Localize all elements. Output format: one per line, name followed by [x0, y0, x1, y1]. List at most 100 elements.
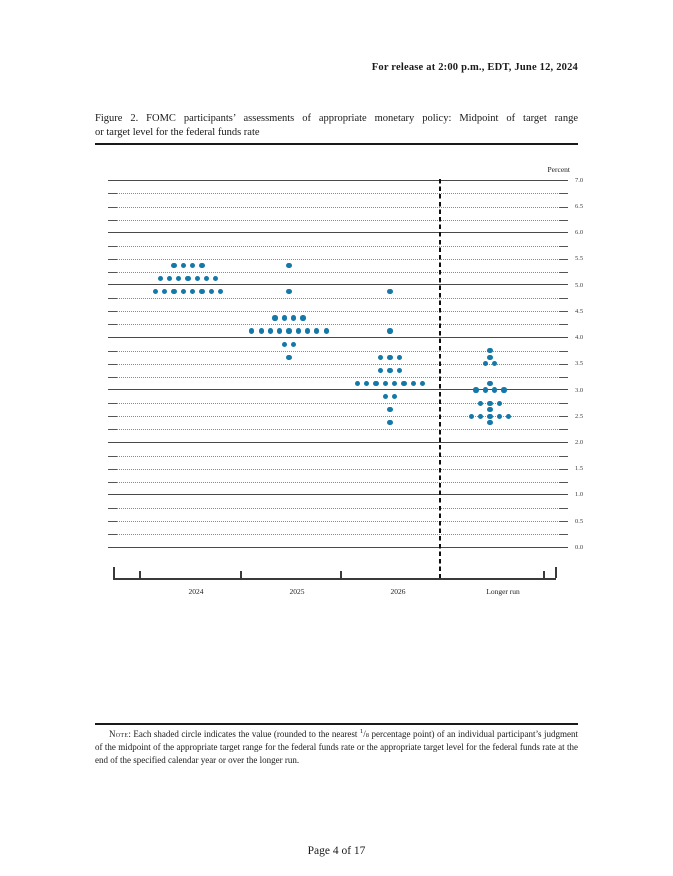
x-axis-tick	[340, 571, 342, 578]
gridline-left-tick	[108, 311, 117, 313]
gridline-right-tick	[559, 206, 568, 208]
gridline-solid	[108, 546, 568, 548]
gridline-left-tick	[108, 481, 117, 483]
gridline-right-tick	[559, 429, 568, 431]
gridline-dotted-segment	[108, 468, 568, 470]
participant-dot	[487, 413, 493, 419]
gridline-dotted-segment	[108, 298, 568, 300]
participant-dot	[180, 289, 186, 295]
y-tick-label: 4.0	[575, 334, 584, 342]
participant-dot	[286, 289, 292, 295]
gridline-right-tick	[559, 403, 568, 405]
participant-dot	[258, 328, 264, 334]
gridline-left-tick	[108, 272, 117, 274]
gridline-dotted-segment	[108, 403, 568, 405]
gridline-dotted-segment	[108, 429, 568, 431]
gridline-solid	[108, 336, 568, 338]
participant-dot	[249, 328, 255, 334]
note-label: Note	[109, 729, 129, 739]
participant-dot	[281, 341, 287, 347]
participant-dot	[286, 354, 292, 360]
note-body-1: : Each shaded circle indicates the value…	[128, 729, 360, 739]
gridline-dotted-segment	[108, 272, 568, 274]
y-tick-label: 2.0	[575, 438, 584, 446]
participant-dot	[378, 354, 384, 360]
gridline-right-tick	[559, 468, 568, 470]
gridline-left-tick	[108, 258, 117, 260]
participant-dot	[171, 262, 177, 269]
participant-dot	[185, 275, 191, 282]
gridline-left-tick	[108, 416, 117, 418]
participant-dot	[487, 348, 493, 354]
participant-dot	[487, 354, 493, 360]
y-tick-label: 0.5	[575, 517, 584, 525]
gridline-dotted-segment	[108, 363, 568, 365]
participant-dot	[291, 341, 297, 347]
participant-dot	[176, 275, 182, 282]
gridline-left-tick	[108, 429, 117, 431]
gridline-solid	[108, 232, 568, 234]
participant-dot	[194, 275, 200, 282]
participant-dot	[373, 380, 379, 387]
participant-dot	[473, 387, 479, 393]
x-axis-tick	[543, 571, 545, 578]
participant-dot	[314, 328, 320, 334]
participant-dot	[482, 361, 488, 367]
gridline-dotted-segment	[108, 311, 568, 313]
participant-dot	[492, 361, 498, 367]
participant-dot	[378, 367, 384, 373]
gridline-right-tick	[559, 534, 568, 536]
participant-dot	[387, 407, 393, 413]
y-tick-label: 6.5	[575, 203, 584, 210]
y-tick-label: 0.0	[575, 543, 584, 551]
participant-dot	[180, 262, 186, 269]
gridline-right-tick	[559, 193, 568, 195]
gridline-left-tick	[108, 376, 117, 378]
gridline-left-tick	[108, 534, 117, 536]
gridline-dotted-segment	[108, 258, 568, 260]
y-tick-label: 1.5	[575, 465, 584, 473]
y-tick-label: 1.0	[575, 491, 584, 499]
gridline-left-tick	[108, 324, 117, 326]
participant-dot	[501, 387, 507, 393]
gridline-dotted-segment	[108, 507, 568, 509]
y-tick-label: 2.5	[575, 412, 584, 420]
participant-dot	[392, 393, 398, 400]
gridline-dotted-segment	[108, 324, 568, 326]
gridline-dotted-segment	[108, 245, 568, 247]
figure-note: Note: Each shaded circle indicates the v…	[95, 728, 578, 768]
gridline-left-tick	[108, 219, 117, 221]
gridline-right-tick	[559, 416, 568, 418]
gridline-solid	[108, 389, 568, 391]
participant-dot	[171, 289, 177, 295]
x-axis-line	[113, 578, 556, 580]
x-axis-end-tick	[113, 567, 115, 578]
y-tick-label: 3.5	[575, 360, 584, 368]
gridline-dotted-segment	[108, 219, 568, 221]
participant-dot	[157, 275, 163, 282]
participant-dot	[354, 380, 361, 387]
gridline-solid	[108, 284, 568, 286]
participant-dot	[419, 380, 426, 387]
gridline-right-tick	[559, 481, 568, 483]
gridline-dotted-segment	[108, 206, 568, 208]
figure-title-line2: or target level for the federal funds ra…	[95, 127, 260, 138]
participant-dot	[300, 315, 306, 321]
participant-dot	[401, 380, 407, 387]
gridline-left-tick	[108, 206, 117, 208]
participant-dot	[152, 289, 159, 295]
participant-dot	[204, 275, 210, 282]
gridline-right-tick	[559, 245, 568, 247]
gridline-right-tick	[559, 350, 568, 352]
participant-dot	[199, 262, 205, 269]
participant-dot	[478, 413, 484, 419]
gridline-left-tick	[108, 298, 117, 300]
participant-dot	[410, 380, 416, 387]
participant-dot	[281, 315, 287, 321]
gridline-left-tick	[108, 403, 117, 405]
participant-dot	[487, 407, 493, 413]
participant-dot	[487, 380, 493, 387]
participant-dot	[323, 328, 329, 334]
y-axis-unit-label: Percent	[547, 165, 571, 174]
